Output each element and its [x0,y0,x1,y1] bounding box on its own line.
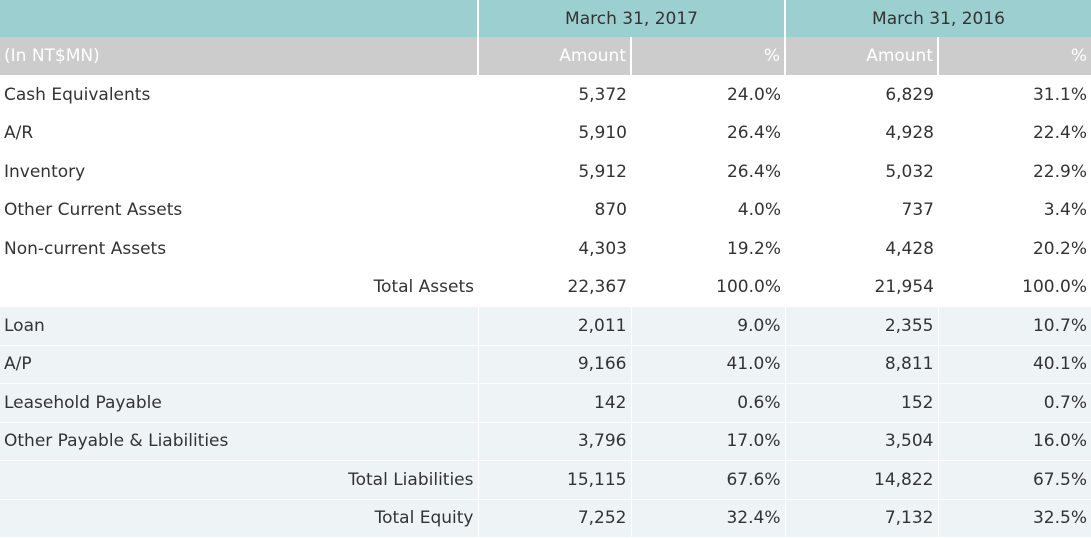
data-row: Loan 2,011 9.0% 2,355 10.7% [0,306,1091,345]
cell-value: 870 [478,190,631,230]
cell-value: 4,928 [785,113,938,153]
row-label: Loan [0,306,478,345]
cell-value: 17.0% [630,421,785,461]
cell-value: 2,355 [784,306,938,345]
row-label: A/R [0,113,478,153]
cell-value: 67.6% [630,460,785,499]
cell-value: 3.4% [938,190,1091,230]
row-label: Leasehold Payable [0,383,478,422]
column-header: Amount [784,37,938,76]
cell-value: 7,132 [784,498,938,537]
period-header: March 31, 2016 [784,0,1091,37]
cell-value: 32.5% [937,498,1091,537]
unit-label: (In NT$MN) [0,37,478,76]
cell-value: 26.4% [631,152,785,191]
cell-value: 31.1% [938,75,1091,114]
data-row: Cash Equivalents 5,372 24.0% 6,829 31.1% [0,75,1091,114]
cell-value: 0.6% [630,383,785,422]
cell-value: 5,372 [478,75,631,114]
row-label: Inventory [0,152,478,191]
data-row: Other Payable & Liabilities 3,796 17.0% 3,5… [0,421,1091,461]
cell-value: 9,166 [477,344,631,384]
cell-value: 8,811 [784,344,938,384]
cell-value: 67.5% [937,460,1091,499]
row-label: A/P [0,344,478,384]
column-header: Amount [477,37,631,76]
cell-value: 152 [784,383,938,422]
row-label: Total Equity [0,498,478,537]
column-header: % [937,37,1091,76]
total-row: Total Equity 7,252 32.4% 7,132 32.5% [0,498,1091,537]
cell-value: 7,252 [477,498,631,537]
cell-value: 4.0% [631,190,785,230]
cell-value: 6,829 [785,75,938,114]
cell-value: 22.9% [938,152,1091,191]
cell-value: 100.0% [938,267,1091,307]
cell-value: 22,367 [478,267,631,307]
cell-value: 3,796 [477,421,631,461]
cell-value: 14,822 [784,460,938,499]
cell-value: 41.0% [630,344,785,384]
cell-value: 40.1% [937,344,1091,384]
cell-value: 142 [477,383,631,422]
data-row: Leasehold Payable 142 0.6% 152 0.7% [0,383,1091,422]
cell-value: 3,504 [784,421,938,461]
column-header: % [630,37,785,76]
cell-value: 2,011 [477,306,631,345]
data-row: Other Current Assets 870 4.0% 737 3.4% [0,190,1091,230]
cell-value: 100.0% [631,267,785,307]
cell-value: 737 [785,190,938,230]
row-label: Cash Equivalents [0,75,478,114]
cell-value: 5,912 [478,152,631,191]
cell-value: 0.7% [937,383,1091,422]
cell-value: 16.0% [937,421,1091,461]
row-label: Total Assets [0,267,478,307]
cell-value: 26.4% [631,113,785,153]
data-row: A/R 5,910 26.4% 4,928 22.4% [0,113,1091,153]
cell-value: 10.7% [937,306,1091,345]
subheader-row: (In NT$MN) Amount % Amount % [0,37,1091,76]
header-row: March 31, 2017 March 31, 2016 [0,0,1091,37]
data-row: Non-current Assets 4,303 19.2% 4,428 20.2% [0,229,1091,268]
cell-value: 32.4% [630,498,785,537]
cell-value: 20.2% [938,229,1091,268]
row-label: Non-current Assets [0,229,478,268]
header-blank [0,0,478,37]
cell-value: 21,954 [785,267,938,307]
data-row: Inventory 5,912 26.4% 5,032 22.9% [0,152,1091,191]
row-label: Total Liabilities [0,460,478,499]
period-header: March 31, 2017 [477,0,785,37]
cell-value: 9.0% [630,306,785,345]
total-row: Total Liabilities 15,115 67.6% 14,822 67.5% [0,460,1091,499]
cell-value: 5,910 [478,113,631,153]
cell-value: 19.2% [631,229,785,268]
cell-value: 22.4% [938,113,1091,153]
data-row: A/P 9,166 41.0% 8,811 40.1% [0,344,1091,384]
cell-value: 4,428 [785,229,938,268]
row-label: Other Payable & Liabilities [0,421,478,461]
cell-value: 5,032 [785,152,938,191]
cell-value: 24.0% [631,75,785,114]
cell-value: 4,303 [478,229,631,268]
row-label: Other Current Assets [0,190,478,230]
total-row: Total Assets 22,367 100.0% 21,954 100.0% [0,267,1091,307]
cell-value: 15,115 [477,460,631,499]
